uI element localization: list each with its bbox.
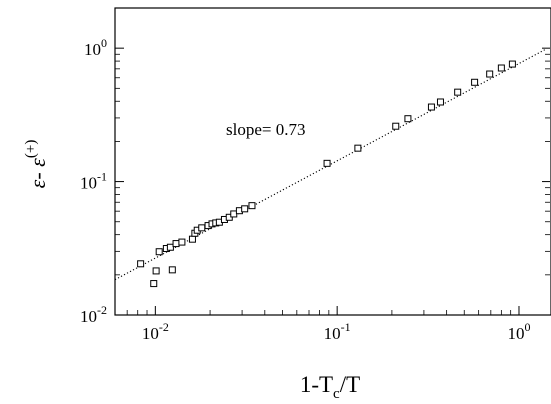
- data-points: [137, 60, 516, 288]
- data-point: [137, 260, 145, 268]
- data-point: [508, 60, 516, 68]
- x-axis-label: 1-Tc/T: [300, 372, 360, 402]
- y-tick-label-base: 10: [84, 40, 101, 59]
- x-tick-label-base: 10: [142, 324, 159, 343]
- data-point: [248, 202, 256, 210]
- data-point: [178, 238, 186, 246]
- data-point: [404, 115, 412, 123]
- x-tick-label-exp: -2: [159, 320, 169, 334]
- y-tick-label: 100: [84, 36, 107, 59]
- y-tick-label-exp: 0: [101, 36, 107, 50]
- data-point: [155, 248, 163, 256]
- data-point: [486, 70, 494, 78]
- y-axis-label: ε- ε(+): [23, 140, 50, 189]
- x-tick-label-base: 10: [507, 324, 524, 343]
- x-tick-label: 10-1: [324, 320, 351, 343]
- x-tick-label-exp: 0: [524, 320, 530, 334]
- y-tick-label: 10-2: [80, 303, 107, 326]
- x-tick-label: 10-2: [142, 320, 169, 343]
- plot-frame: [114, 7, 551, 316]
- x-axis-label-rest: /T: [340, 372, 360, 397]
- y-tick-label-exp: -2: [97, 303, 107, 317]
- data-point: [152, 267, 160, 275]
- data-point: [188, 235, 196, 243]
- data-point: [168, 266, 176, 274]
- data-point: [427, 103, 435, 111]
- x-axis-label-base: 1-T: [300, 372, 333, 397]
- data-point: [198, 224, 206, 232]
- y-tick-label-base: 10: [80, 307, 97, 326]
- x-axis-label-sub: c: [333, 386, 340, 402]
- y-tick-label: 10-1: [80, 170, 107, 193]
- data-point: [354, 144, 362, 152]
- x-tick-label-base: 10: [324, 324, 341, 343]
- slope-annotation: slope= 0.73: [226, 120, 305, 139]
- x-tick-label-exp: -1: [341, 320, 351, 334]
- data-point: [454, 88, 462, 96]
- data-point: [392, 122, 400, 130]
- x-tick-label: 100: [507, 320, 530, 343]
- data-point: [471, 78, 479, 86]
- data-point: [497, 64, 505, 72]
- data-point: [230, 210, 238, 218]
- x-ticks: 10-2 10-1 100: [142, 306, 530, 343]
- y-tick-label-base: 10: [80, 174, 97, 193]
- y-minor-ticks: [115, 7, 550, 276]
- y-tick-label-exp: -1: [97, 170, 107, 184]
- data-point: [166, 243, 174, 251]
- data-point: [436, 98, 444, 106]
- data-point: [323, 159, 331, 167]
- data-point: [241, 205, 249, 213]
- data-point: [150, 280, 158, 288]
- y-axis-label-sup: (+): [23, 140, 39, 158]
- x-minor-ticks: [114, 310, 512, 315]
- data-point: [172, 240, 180, 248]
- y-axis-label-base: ε- ε: [25, 158, 50, 188]
